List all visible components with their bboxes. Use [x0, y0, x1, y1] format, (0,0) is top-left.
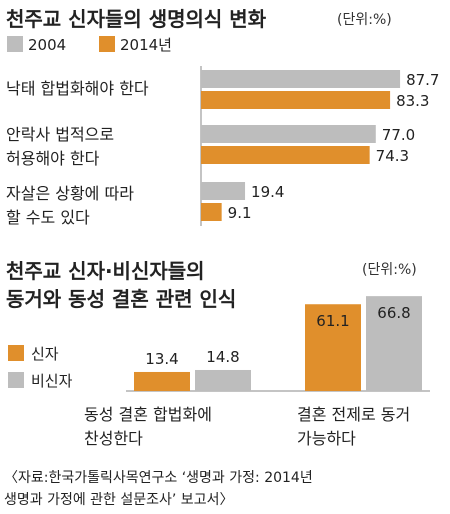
legend-swatch-2014 — [99, 36, 115, 52]
chart1-bar — [201, 203, 222, 221]
chart1-data-label: 77.0 — [382, 126, 415, 144]
chart2-unit: (단위:%) — [362, 262, 417, 278]
legend-label-2004: 2004 — [28, 36, 66, 54]
legend-swatch-believer — [8, 345, 24, 361]
legend-swatch-2004 — [7, 36, 23, 52]
chart1-data-label: 74.3 — [376, 147, 409, 165]
legend-label-2014: 2014년 — [120, 36, 172, 54]
chart1-category-label: 자살은 상황에 따라 할 수도 있다 — [6, 184, 139, 227]
chart2-bar — [195, 369, 251, 391]
chart1-data-label: 19.4 — [251, 183, 284, 201]
chart1-bar — [201, 146, 370, 164]
chart2-bar — [305, 304, 361, 391]
chart2-data-label: 66.8 — [377, 304, 410, 322]
chart2-category-label: 동성 결혼 합법화에 찬성한다 — [84, 405, 217, 448]
chart1-category-label: 낙태 합법화해야 한다 — [6, 79, 149, 98]
chart1-unit: (단위:%) — [337, 12, 392, 28]
chart1-bar — [201, 70, 401, 88]
chart1-title: 천주교 신자들의 생명의식 변화 — [6, 7, 267, 31]
source-note: 〈자료:한국가톨릭사목연구소 ‘생명과 가정: 2014년 생명과 가정에 관한… — [4, 470, 317, 508]
chart1-bar — [201, 182, 246, 200]
chart2-bar — [366, 296, 422, 391]
chart2-bar — [134, 371, 190, 391]
chart2-data-label: 13.4 — [145, 350, 178, 368]
legend-label-nonbeliever: 비신자 — [31, 372, 73, 390]
chart2-category-label: 결혼 전제로 동거 가능하다 — [297, 405, 415, 448]
chart1-bar — [201, 91, 391, 109]
chart1-data-label: 83.3 — [396, 92, 429, 110]
chart1-data-label: 9.1 — [228, 204, 252, 222]
legend-label-believer: 신자 — [31, 345, 59, 363]
chart2-data-label: 14.8 — [206, 348, 239, 366]
legend-swatch-nonbeliever — [8, 372, 24, 388]
chart1-category-label: 안락사 법적으로 허용해야 한다 — [6, 125, 119, 168]
chart2-data-label: 61.1 — [316, 312, 349, 330]
chart1-data-label: 87.7 — [406, 71, 439, 89]
chart2-title: 천주교 신자·비신자들의 동거와 동성 결혼 관련 인식 — [6, 259, 236, 311]
chart1-bar — [201, 125, 376, 143]
